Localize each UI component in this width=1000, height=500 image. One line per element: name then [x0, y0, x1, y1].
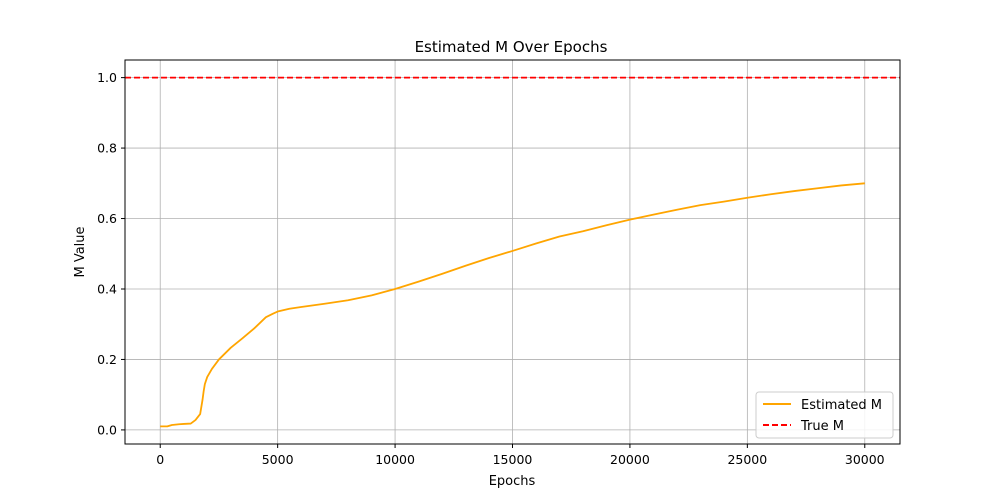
estimated-m-line	[160, 182, 865, 428]
chart-title: Estimated M Over Epochs	[415, 38, 608, 56]
x-tick-label: 25000	[727, 452, 767, 467]
axis-ticks: 0 5000 10000 15000 20000 25000 30000 0.0 0.2 0.4 0…	[97, 70, 885, 467]
x-tick-label: 0	[156, 452, 164, 467]
y-tick-label: 0.8	[97, 141, 117, 156]
plot-lines	[125, 76, 900, 428]
y-tick-label: 0.0	[97, 422, 117, 437]
x-axis-label: Epochs	[489, 474, 536, 489]
y-tick-label: 0.2	[97, 352, 117, 367]
y-tick-label: 0.6	[97, 211, 117, 226]
legend-label-true-m: True M	[800, 419, 844, 434]
x-tick-label: 30000	[845, 452, 885, 467]
x-tick-label: 5000	[262, 452, 294, 467]
y-tick-label: 0.4	[97, 281, 117, 296]
legend: Estimated M True M	[755, 391, 894, 439]
x-tick-label: 20000	[610, 452, 650, 467]
x-tick-label: 15000	[493, 452, 533, 467]
y-tick-label: 1.0	[97, 70, 117, 85]
grid	[125, 60, 900, 444]
y-axis-label: M Value	[73, 226, 88, 277]
x-tick-label: 10000	[375, 452, 415, 467]
legend-label-estimated-m: Estimated M	[801, 398, 882, 413]
